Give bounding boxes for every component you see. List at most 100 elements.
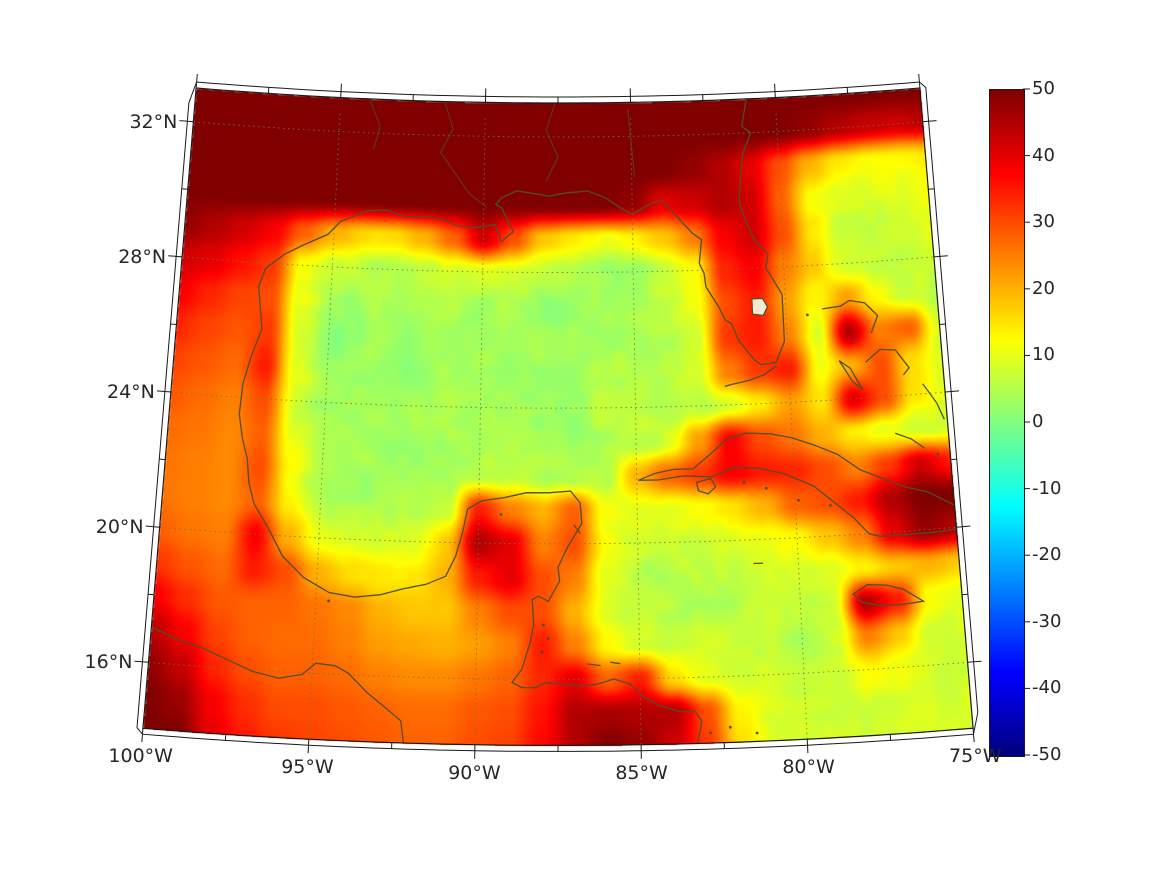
islet-speck — [540, 650, 544, 654]
colorbar-tick-label: -10 — [1032, 477, 1062, 499]
frame-crossbar-left — [153, 526, 160, 528]
gridline-meridian — [308, 112, 341, 740]
islet-speck — [742, 481, 746, 484]
colorbar-tick-label: -40 — [1032, 677, 1062, 699]
gridline-parallel — [159, 526, 957, 545]
coastline-isla-juventud — [695, 477, 717, 495]
coastline-grand-bahama-abaco — [822, 299, 879, 334]
coastline-bay-island-1 — [587, 663, 601, 667]
lat-major-tick-left — [168, 255, 177, 257]
lon-major-tick-top — [196, 73, 198, 83]
lat-major-tick-left — [156, 390, 165, 392]
islet-speck — [764, 486, 768, 490]
islet-speck — [709, 731, 712, 735]
coastline-cuba — [638, 432, 958, 537]
lon-tick-label: 90°W — [448, 761, 501, 784]
lat-tick-label: 24°N — [106, 381, 155, 404]
islet-speck — [728, 725, 732, 729]
coastline-eleuthera-chain — [865, 348, 910, 376]
frame-crossbar-right — [961, 593, 968, 596]
colorbar-gradient — [989, 89, 1025, 757]
colorbar-tick-label: -30 — [1032, 610, 1062, 632]
lat-tick-label: 32°N — [129, 110, 178, 133]
gridline-meridian — [775, 112, 808, 740]
frame-crossbar-left — [170, 323, 177, 325]
frame-crossbar-left — [176, 255, 183, 258]
map-boundary — [142, 87, 974, 746]
river-alabama-river — [545, 102, 559, 182]
islet-speck — [755, 731, 759, 735]
islet-speck — [546, 637, 550, 640]
lon-tick-label: 100°W — [108, 745, 173, 768]
frame-crossbar-top — [195, 81, 198, 89]
river-red-river — [369, 98, 381, 151]
frame-crossbar-right — [967, 661, 974, 663]
river-chattahoochee — [627, 109, 636, 177]
coastline-long-island-chain — [922, 383, 945, 420]
islet-speck — [853, 339, 857, 343]
outer-frame — [136, 81, 979, 752]
frame-crossbar-right — [950, 458, 957, 461]
lat-major-tick-right — [928, 120, 937, 122]
lat-tick-label: 20°N — [95, 516, 144, 539]
islet-speck — [829, 504, 832, 507]
lake-okeechobee — [751, 297, 769, 317]
lat-tick-label: 28°N — [118, 245, 167, 268]
colorbar-tick-label: 20 — [1032, 277, 1055, 299]
lat-major-tick-right — [973, 660, 982, 663]
frame-crossbar-left — [142, 661, 149, 663]
gridline-meridian — [474, 117, 486, 745]
frame-crossbar-right — [933, 255, 940, 258]
gridline-parallel — [148, 661, 968, 680]
gridline-parallel — [193, 121, 923, 138]
coastline-ragged-chain — [894, 432, 925, 449]
colorbar-tick-label: 50 — [1032, 78, 1055, 99]
lat-major-tick-left — [179, 120, 188, 122]
coastline-cozumel — [573, 524, 581, 534]
frame-crossbar-left — [159, 458, 166, 461]
islet-speck — [806, 313, 809, 317]
frame-crossbar-left — [181, 188, 188, 190]
colorbar-tick-label: 30 — [1032, 211, 1055, 233]
lat-major-tick-right — [939, 255, 948, 257]
colorbar-tick-label: 0 — [1032, 411, 1044, 432]
lon-tick-label: 75°W — [949, 745, 1002, 768]
lat-major-tick-left — [134, 660, 143, 663]
frame-crossbar-right — [928, 188, 935, 190]
frame-crossbar-right — [956, 526, 963, 528]
frame-crossbar-right — [945, 391, 952, 393]
colorbar-tick-label: -50 — [1032, 744, 1062, 765]
frame-crossbar-right — [939, 323, 946, 325]
frame-crossbar-right — [922, 120, 929, 123]
lat-major-tick-right — [951, 390, 960, 392]
frame-crossbar-left — [164, 391, 171, 393]
coastline-florida-keys — [724, 365, 777, 388]
coastline-bay-island-2 — [610, 661, 621, 665]
coastline-jamaica — [852, 584, 926, 607]
lat-tick-label: 16°N — [84, 651, 133, 674]
coastline-pacific-coast — [151, 626, 405, 744]
gridline-parallel — [170, 391, 946, 409]
colorbar-tick-label: -20 — [1032, 544, 1062, 566]
lon-major-tick-bottom — [973, 734, 975, 743]
islet-speck — [499, 513, 503, 516]
lon-major-tick-bottom — [141, 734, 143, 743]
river-mississippi — [440, 101, 488, 208]
lon-tick-label: 80°W — [782, 756, 835, 779]
coastline-andros — [838, 360, 864, 391]
islet-speck — [327, 599, 330, 603]
colorbar-tick-label: 10 — [1032, 344, 1055, 366]
islet-speck — [797, 498, 800, 502]
lon-tick-label: 95°W — [281, 756, 334, 779]
frame-crossbar-left — [187, 120, 194, 123]
gridline-parallel — [182, 256, 934, 273]
frame-crossbar-left — [148, 593, 155, 596]
lat-major-tick-right — [962, 525, 971, 528]
lon-major-tick-top — [918, 73, 920, 83]
islet-speck — [936, 452, 940, 456]
colorbar-tick-label: 40 — [1032, 144, 1055, 166]
islet-speck — [542, 623, 545, 627]
